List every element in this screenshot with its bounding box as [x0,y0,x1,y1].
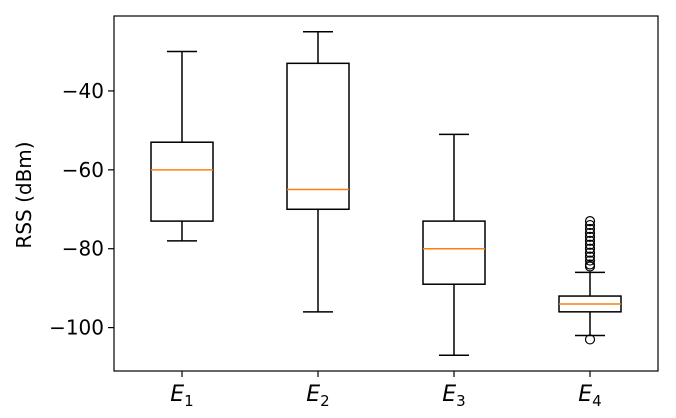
x-tick-label: E2 [306,382,329,410]
box-4-outlier [584,255,596,266]
x-tick-label: E1 [170,382,193,410]
y-tick-label: −40 [62,79,104,103]
x-tick-label: E3 [442,382,465,410]
plot-layer: −100 −80 −60 −40 E1 E2 E3 E4 [49,15,659,410]
box-3-iqr-box [422,220,486,285]
box-4-outlier [584,223,596,235]
box-1-iqr-box [150,141,214,222]
box-4-outlier [584,227,596,239]
box-4-outlier [584,231,596,242]
box-4-outlier [584,247,596,258]
box-2-iqr-box [286,62,350,211]
y-tick-label: −60 [62,158,104,182]
box-4-outlier [584,334,596,345]
box-4-outlier [584,235,596,246]
box-4-outlier [584,216,596,227]
y-tick-label: −100 [49,316,104,340]
box-4-outlier [584,251,596,262]
plot-frame [113,15,659,372]
y-axis-label: RSS (dBm) [12,141,36,248]
box-4-outlier [584,259,596,270]
box-4-outlier [584,243,596,254]
box-4-outlier [584,219,596,231]
y-tick-label: −80 [62,237,104,261]
box-4-outlier [584,239,596,250]
x-tick-label: E4 [578,382,601,410]
